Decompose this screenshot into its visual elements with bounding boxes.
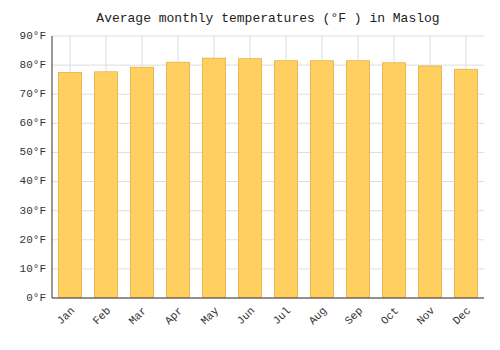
bar <box>238 59 261 298</box>
y-axis-line <box>52 36 53 298</box>
bar <box>418 66 441 298</box>
y-tick-labels: 0°F 10°F 20°F 30°F 40°F 50°F 60°F 70°F 80°F 90°F <box>20 30 46 304</box>
y-tick-label: 90°F <box>20 30 46 42</box>
y-tick-label: 80°F <box>20 59 46 71</box>
x-tick-label: May <box>199 304 222 327</box>
chart-svg: 0°F 10°F 20°F 30°F 40°F 50°F 60°F 70°F 80°F 90°F J… <box>0 0 500 350</box>
x-tick-label: Oct <box>379 305 401 327</box>
bar <box>202 58 225 298</box>
grid <box>52 36 484 298</box>
x-axis-line <box>52 298 484 299</box>
bar <box>130 67 153 298</box>
x-tick-label: Nov <box>415 304 438 327</box>
y-tick-label: 60°F <box>20 117 46 129</box>
x-tick-label: Mar <box>127 305 149 327</box>
bar <box>94 72 117 298</box>
y-tick-label: 70°F <box>20 88 46 100</box>
y-grid-line <box>52 298 484 299</box>
y-tick-label: 30°F <box>20 205 46 217</box>
x-tick-label: Jun <box>235 305 257 327</box>
chart-container: 0°F 10°F 20°F 30°F 40°F 50°F 60°F 70°F 80°F 90°F J… <box>0 0 500 350</box>
x-tick-label: Dec <box>451 305 473 327</box>
y-tick-label: 20°F <box>20 234 46 246</box>
y-tick-label: 0°F <box>26 292 46 304</box>
bar <box>274 61 297 298</box>
x-tick-label: Jan <box>55 305 77 327</box>
bar <box>382 63 405 298</box>
y-tick-label: 10°F <box>20 263 46 275</box>
x-tick-labels: Jan Feb Mar Apr May Jun Jul Aug Sep Oct Nov Dec <box>55 304 473 327</box>
bar <box>310 61 333 298</box>
bar <box>454 69 477 298</box>
bar <box>58 72 81 298</box>
bars <box>58 58 477 298</box>
y-grid-line <box>52 36 484 37</box>
title: Average monthly temperatures (°F ) in Ma… <box>96 11 439 26</box>
x-tick-label: Aug <box>307 305 329 327</box>
x-tick-label: Feb <box>91 305 113 327</box>
bar <box>346 61 369 298</box>
bar <box>166 62 189 298</box>
x-tick-label: Sep <box>343 305 365 327</box>
y-tick-label: 40°F <box>20 175 46 187</box>
x-tick-label: Jul <box>271 305 293 327</box>
x-tick-label: Apr <box>163 305 185 327</box>
y-tick-label: 50°F <box>20 146 46 158</box>
y-grid-line <box>52 65 484 66</box>
